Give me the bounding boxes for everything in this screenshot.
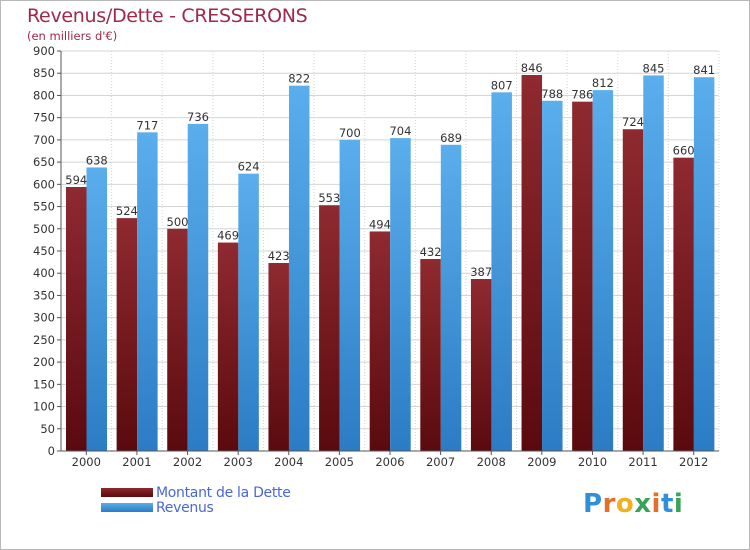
y-tick-label: 150: [33, 377, 55, 391]
y-tick-label: 0: [48, 444, 55, 458]
data-label-dette-2009: 846: [521, 61, 543, 75]
data-label-revenus-2008: 807: [491, 78, 513, 92]
y-tick-label: 650: [33, 155, 55, 169]
legend-item-revenus: Revenus: [101, 499, 291, 516]
bar-revenus-2002: [187, 123, 209, 451]
x-tick-label: 2002: [173, 455, 202, 469]
data-label-revenus-2011: 845: [643, 61, 665, 75]
x-tick-label: 2010: [578, 455, 607, 469]
legend-item-dette: Montant de la Dette: [101, 484, 291, 501]
y-tick-label: 850: [33, 66, 55, 80]
bar-dette-2010: [572, 101, 593, 452]
legend-label-revenus: Revenus: [156, 499, 214, 516]
bar-dette-2009: [521, 75, 543, 451]
y-tick-label: 350: [33, 288, 55, 302]
y-tick-label: 500: [33, 222, 55, 236]
legend-swatch-revenus: [101, 503, 153, 512]
data-label-revenus-2001: 717: [136, 118, 158, 132]
y-tick-label: 100: [33, 400, 55, 414]
x-tick-label: 2006: [375, 455, 404, 469]
data-label-revenus-2009: 788: [541, 87, 563, 101]
bar-revenus-2005: [339, 139, 361, 451]
data-label-dette-2012: 660: [673, 144, 695, 158]
y-tick-label: 700: [33, 133, 55, 147]
chart-subtitle: (en milliers d'€): [27, 29, 118, 43]
data-label-revenus-2000: 638: [86, 153, 108, 167]
y-tick-label: 300: [33, 311, 55, 325]
data-label-revenus-2012: 841: [693, 63, 715, 77]
bar-revenus-2009: [542, 100, 563, 452]
bar-dette-2005: [319, 205, 340, 451]
data-label-dette-2003: 469: [217, 229, 239, 243]
chart-title: Revenus/Dette - CRESSERONS: [27, 5, 308, 27]
y-tick-label: 550: [33, 200, 55, 214]
bar-dette-2007: [420, 259, 441, 451]
x-tick-label: 2007: [426, 455, 455, 469]
bar-revenus-2001: [137, 132, 158, 452]
x-tick-label: 2009: [527, 455, 556, 469]
y-tick-label: 750: [33, 111, 55, 125]
data-label-dette-2011: 724: [622, 115, 644, 129]
y-tick-label: 200: [33, 355, 55, 369]
data-label-dette-2004: 423: [268, 249, 290, 263]
x-tick-label: 2004: [274, 455, 303, 469]
bar-revenus-2006: [390, 138, 411, 451]
data-label-dette-2002: 500: [167, 215, 189, 229]
bar-dette-2011: [622, 129, 644, 451]
bar-revenus-2000: [86, 167, 107, 451]
data-label-revenus-2010: 812: [592, 76, 614, 90]
data-label-dette-2001: 524: [116, 204, 138, 218]
y-tick-label: 250: [33, 333, 55, 347]
bar-revenus-2011: [643, 75, 664, 451]
data-label-revenus-2006: 704: [389, 124, 411, 138]
legend-swatch-dette: [101, 488, 153, 497]
x-tick-label: 2005: [325, 455, 354, 469]
y-tick-label: 400: [33, 266, 55, 280]
bar-dette-2002: [167, 228, 188, 451]
bar-revenus-2012: [693, 77, 715, 451]
data-label-dette-2007: 432: [420, 245, 442, 259]
data-label-revenus-2002: 736: [187, 110, 209, 124]
bar-revenus-2010: [592, 90, 614, 451]
bar-dette-2000: [66, 187, 87, 451]
x-tick-label: 2011: [628, 455, 657, 469]
data-label-dette-2008: 387: [470, 265, 492, 279]
x-tick-label: 2008: [477, 455, 506, 469]
y-tick-label: 900: [33, 44, 55, 58]
y-tick-label: 50: [40, 422, 55, 436]
y-tick-label: 450: [33, 244, 55, 258]
bar-dette-2003: [217, 242, 239, 451]
x-tick-label: 2003: [224, 455, 253, 469]
data-label-revenus-2005: 700: [339, 126, 361, 140]
data-label-revenus-2003: 624: [238, 160, 260, 174]
x-tick-label: 2001: [122, 455, 151, 469]
bar-dette-2001: [116, 218, 138, 451]
y-tick-label: 600: [33, 177, 55, 191]
bar-dette-2008: [470, 279, 492, 451]
bar-revenus-2008: [491, 92, 512, 451]
data-label-revenus-2007: 689: [440, 131, 462, 145]
y-tick-label: 800: [33, 88, 55, 102]
data-label-dette-2005: 553: [318, 191, 340, 205]
bar-revenus-2003: [238, 173, 259, 451]
x-tick-label: 2012: [679, 455, 708, 469]
data-label-revenus-2004: 822: [288, 72, 310, 86]
bar-dette-2004: [268, 263, 289, 451]
bar-revenus-2004: [288, 85, 310, 452]
data-label-dette-2010: 786: [571, 88, 593, 102]
bar-dette-2006: [369, 231, 391, 451]
legend-label-dette: Montant de la Dette: [156, 484, 291, 501]
proxiti-logo: Proxiti: [583, 489, 684, 519]
x-tick-label: 2000: [72, 455, 101, 469]
data-label-dette-2006: 494: [369, 217, 391, 231]
legend: Montant de la Dette Revenus: [101, 484, 291, 516]
data-label-dette-2000: 594: [65, 173, 87, 187]
bar-dette-2012: [673, 157, 694, 451]
bar-revenus-2007: [440, 144, 462, 451]
